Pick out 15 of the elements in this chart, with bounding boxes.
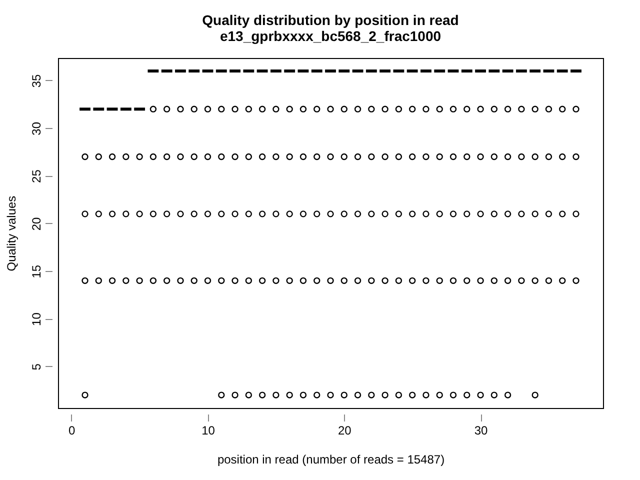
y-tick-label: 25 xyxy=(30,169,44,183)
y-tick-label: 10 xyxy=(30,312,44,326)
y-tick-label: 35 xyxy=(30,74,44,88)
y-tick-label: 15 xyxy=(30,264,44,278)
x-tick-label: 0 xyxy=(68,424,76,438)
chart-subtitle: e13_gprbxxxx_bc568_2_frac1000 xyxy=(220,28,442,44)
y-tick-label: 30 xyxy=(30,122,44,136)
x-tick-label: 20 xyxy=(338,424,352,438)
y-tick-label: 20 xyxy=(30,216,44,231)
y-axis-title: Quality values xyxy=(4,196,18,272)
x-axis-title: position in read (number of reads = 15487) xyxy=(217,452,445,466)
y-tick-label: 5 xyxy=(30,363,44,370)
chart-title: Quality distribution by position in read xyxy=(202,12,459,28)
x-tick-label: 30 xyxy=(474,424,488,438)
x-tick-label: 10 xyxy=(202,424,216,438)
